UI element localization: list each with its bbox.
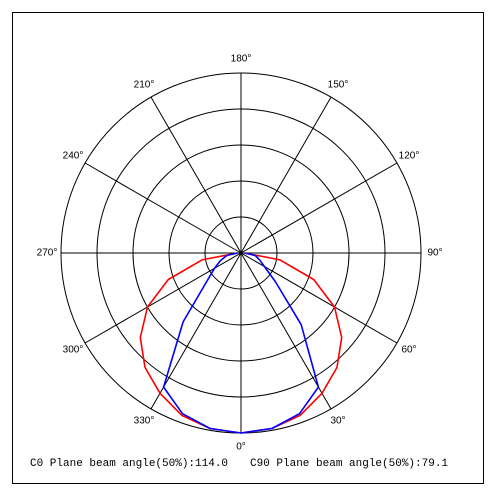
angle-label: 0° bbox=[236, 442, 246, 453]
grid-spoke bbox=[150, 96, 242, 254]
angle-label: 150° bbox=[328, 80, 349, 91]
grid-spoke bbox=[84, 162, 242, 254]
angle-label: 120° bbox=[399, 151, 420, 162]
beam-angle-c90: C90 Plane beam angle(50%):79.1 bbox=[250, 458, 448, 470]
grid-spoke bbox=[150, 252, 242, 410]
angle-label: 240° bbox=[63, 151, 84, 162]
intensity-curve bbox=[162, 252, 320, 434]
angle-label: 60° bbox=[401, 345, 416, 356]
grid-spoke bbox=[240, 96, 332, 254]
angle-label: 90° bbox=[427, 248, 442, 259]
grid-spoke bbox=[240, 252, 398, 344]
angle-label: 270° bbox=[37, 248, 58, 259]
frame bbox=[12, 12, 484, 484]
angle-label: 180° bbox=[231, 54, 252, 65]
grid-spoke bbox=[240, 252, 332, 410]
angle-label: 300° bbox=[63, 345, 84, 356]
angle-label: 210° bbox=[134, 80, 155, 91]
angle-label: 30° bbox=[330, 416, 345, 427]
beam-angle-c0: C0 Plane beam angle(50%):114.0 bbox=[30, 458, 228, 470]
angle-label: 330° bbox=[134, 416, 155, 427]
grid-spoke bbox=[240, 162, 398, 254]
